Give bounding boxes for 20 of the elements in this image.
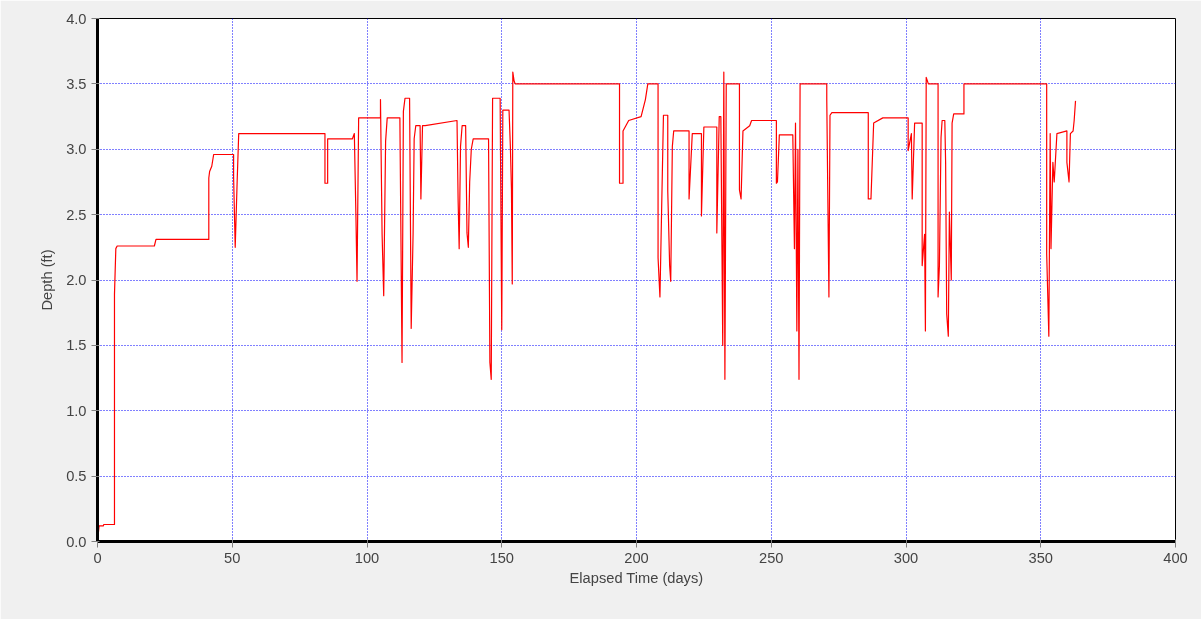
x-tick-label: 50 xyxy=(224,549,241,566)
x-tick-label: 100 xyxy=(354,549,380,566)
y-tick-label: 3.5 xyxy=(66,75,87,92)
x-tick-label: 350 xyxy=(1028,549,1053,566)
x-axis-title: Elapsed Time (days) xyxy=(569,569,704,586)
y-tick-label: 1.5 xyxy=(66,337,87,354)
y-tick-label: 4.0 xyxy=(66,10,87,27)
x-tick-label: 250 xyxy=(759,549,784,566)
y-tick-label: 1.0 xyxy=(66,402,87,419)
x-tick-label: 200 xyxy=(624,549,649,566)
y-tick-label: 2.5 xyxy=(66,206,87,223)
x-tick-label: 0 xyxy=(93,549,102,566)
y-tick-label: 2.0 xyxy=(66,272,87,288)
x-tick-label: 150 xyxy=(489,549,514,566)
x-tick-label: 300 xyxy=(893,549,919,566)
y-tick-label: 0.0 xyxy=(66,533,87,550)
y-tick-label: 3.0 xyxy=(66,141,87,158)
x-tick-label: 400 xyxy=(1163,549,1188,566)
y-tick-label: 0.5 xyxy=(66,468,87,485)
y-axis-title: Depth (ft) xyxy=(39,249,56,311)
